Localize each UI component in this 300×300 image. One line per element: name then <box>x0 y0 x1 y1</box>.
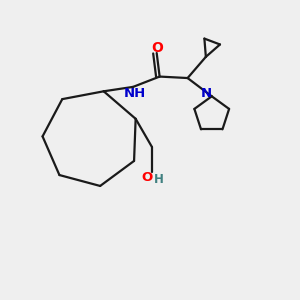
Text: O: O <box>151 41 163 55</box>
Text: H: H <box>153 173 163 186</box>
Text: NH: NH <box>124 87 146 100</box>
Text: N: N <box>201 87 212 100</box>
Text: O: O <box>141 171 152 184</box>
